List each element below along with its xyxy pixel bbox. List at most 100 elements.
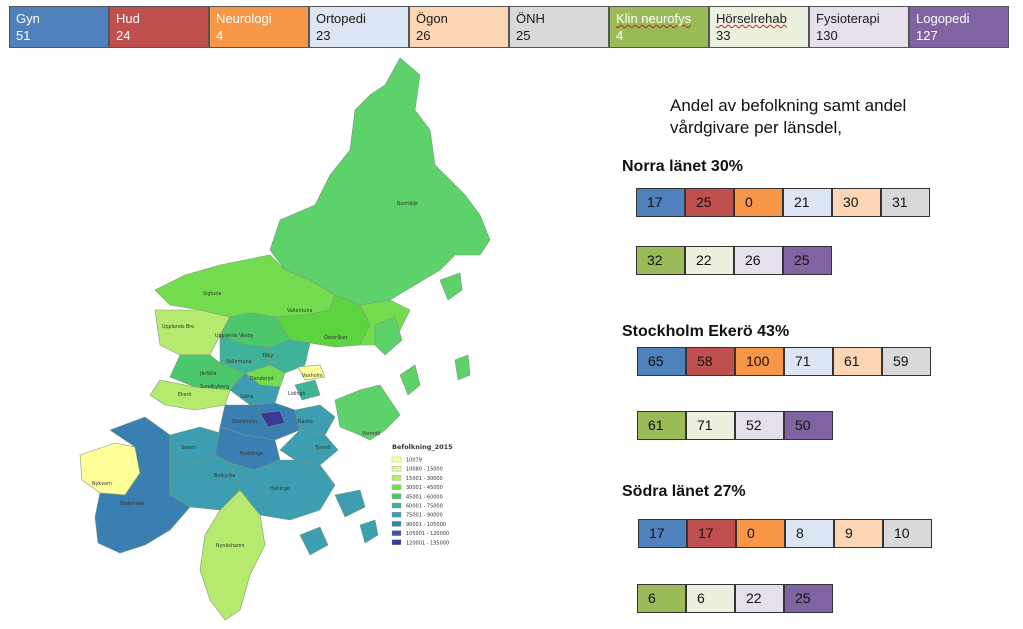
value-cell: 17	[636, 188, 685, 217]
specialty-label: ÖNH	[516, 11, 545, 26]
value-cell: 22	[735, 584, 784, 613]
region-ekero	[149, 379, 231, 411]
legend-label: 10079	[406, 458, 422, 464]
value-cell: 6	[637, 584, 686, 613]
legend-swatch	[391, 466, 402, 472]
value-cell: 71	[784, 347, 833, 376]
value-cell: 9	[834, 519, 883, 548]
legend-swatch	[391, 502, 402, 509]
value-cell: 21	[783, 188, 832, 217]
label-upplands-bro: Upplands Bro	[162, 324, 194, 330]
specialty-label: Logopedi	[916, 11, 970, 26]
legend-label: 75001 - 90000	[406, 513, 443, 519]
region-title: Norra länet 30%	[622, 158, 743, 175]
region-nacka	[294, 404, 336, 436]
label-tyreso: Tyresö	[314, 445, 330, 451]
island-1	[399, 364, 421, 396]
specialty-count: 23	[316, 28, 331, 43]
label-jarfalla: Järfälla	[199, 371, 217, 377]
legend-swatch	[391, 530, 402, 536]
legend-swatch	[391, 493, 402, 499]
map-legend: Befolkning_2015 10079 10080 - 15000 15001 …	[391, 443, 453, 546]
region-stockholm-core	[259, 410, 286, 428]
region-title: Stockholm Ekerö 43%	[622, 323, 790, 340]
label-nacka: Nacka	[298, 419, 313, 425]
island-7	[359, 519, 379, 544]
label-sollentuna: Sollentuna	[226, 359, 252, 365]
label-vallentuna: Vallentuna	[287, 308, 312, 314]
label-botkyrka: Botkyrka	[214, 473, 235, 479]
value-cell: 71	[686, 411, 735, 440]
region-lidingo	[294, 379, 321, 401]
value-cell: 61	[833, 347, 882, 376]
value-cell: 25	[783, 246, 832, 275]
value-cell: 32	[636, 246, 685, 275]
label-nynashamn: Nynäshamn	[216, 543, 245, 549]
value-cell: 6	[686, 584, 735, 613]
region-row-1: 65 58 100 71 61 59	[637, 347, 931, 376]
specialty-label: Gyn	[16, 11, 40, 26]
value-cell: 0	[736, 519, 785, 548]
island-6	[299, 526, 329, 556]
specialty-count: 127	[916, 28, 938, 43]
value-cell: 10	[883, 519, 932, 548]
specialty-3: Ortopedi 23	[309, 6, 409, 48]
specialty-4: Ögon 26	[409, 6, 509, 48]
specialty-bar: Gyn 51 Hud 24 Neurologi 4 Ortopedi 23 Ögon 26 ÖNH 2…	[9, 6, 1009, 50]
island-2	[439, 272, 463, 301]
value-cell: 26	[734, 246, 783, 275]
county-map: Norrtälje Sigtuna Vallentuna Upplands Br…	[70, 55, 590, 625]
value-cell: 25	[784, 584, 833, 613]
label-salem: Salem	[181, 445, 196, 451]
value-cell: 31	[881, 188, 930, 217]
legend-label: 90001 - 105000	[406, 522, 446, 528]
heading-line-2: vårdgivare per länsdel,	[670, 118, 842, 137]
region-varmdo	[334, 384, 401, 441]
specialty-count: 25	[516, 28, 531, 43]
island-5	[334, 489, 366, 518]
value-cell: 61	[637, 411, 686, 440]
value-cell: 58	[686, 347, 735, 376]
label-osteraker: Österåker	[324, 334, 348, 341]
specialty-9: Logopedi 127	[909, 6, 1009, 48]
specialty-count: 51	[16, 28, 31, 43]
specialty-2: Neurologi 4	[209, 6, 309, 48]
specialty-label: Ögon	[416, 11, 448, 26]
label-vaxholm: Vaxholm	[302, 373, 323, 379]
value-cell: 100	[735, 347, 784, 376]
island-4	[454, 354, 471, 381]
label-solna: Solna	[240, 394, 253, 400]
label-varmdo: Värmdö	[362, 431, 380, 437]
legend-swatch	[391, 521, 402, 527]
value-cell: 8	[785, 519, 834, 548]
specialty-5: ÖNH 25	[509, 6, 609, 48]
legend-label: 45001 - 60000	[406, 494, 443, 500]
specialty-6: Klin neurofys 4	[609, 6, 709, 48]
value-cell: 65	[637, 347, 686, 376]
specialty-1: Hud 24	[109, 6, 209, 48]
info-heading: Andel av befolkning samt andel vårdgivar…	[670, 95, 970, 139]
label-lidingo: Lidingö	[288, 391, 305, 397]
legend-label: 60001 - 75000	[406, 504, 443, 510]
value-cell: 50	[784, 411, 833, 440]
label-norrtalje: Norrtälje	[397, 201, 418, 207]
label-upplands-vasby: Upplands Väsby	[215, 333, 253, 339]
label-ekero: Ekerö	[178, 392, 191, 398]
region-row-1: 17 17 0 8 9 10	[638, 519, 932, 548]
value-cell: 30	[832, 188, 881, 217]
heading-line-1: Andel av befolkning samt andel	[670, 96, 907, 115]
specialty-8: Fysioterapi 130	[809, 6, 909, 48]
specialty-label: Neurologi	[216, 11, 272, 26]
specialty-count: 4	[216, 28, 224, 43]
legend-label: 30001 - 45000	[406, 485, 443, 491]
specialty-count: 33	[716, 28, 731, 43]
specialty-label: Hud	[116, 11, 140, 26]
label-sundbyberg: Sundbyberg	[200, 384, 229, 390]
region-upplands-bro	[154, 309, 231, 356]
value-cell: 0	[734, 188, 783, 217]
label-danderyd: Danderyd	[250, 376, 274, 382]
region-vaxholm	[297, 364, 326, 381]
region-norrtalje	[269, 57, 491, 306]
map-svg: Norrtälje Sigtuna Vallentuna Upplands Br…	[79, 57, 491, 621]
specialty-count: 130	[816, 28, 838, 43]
